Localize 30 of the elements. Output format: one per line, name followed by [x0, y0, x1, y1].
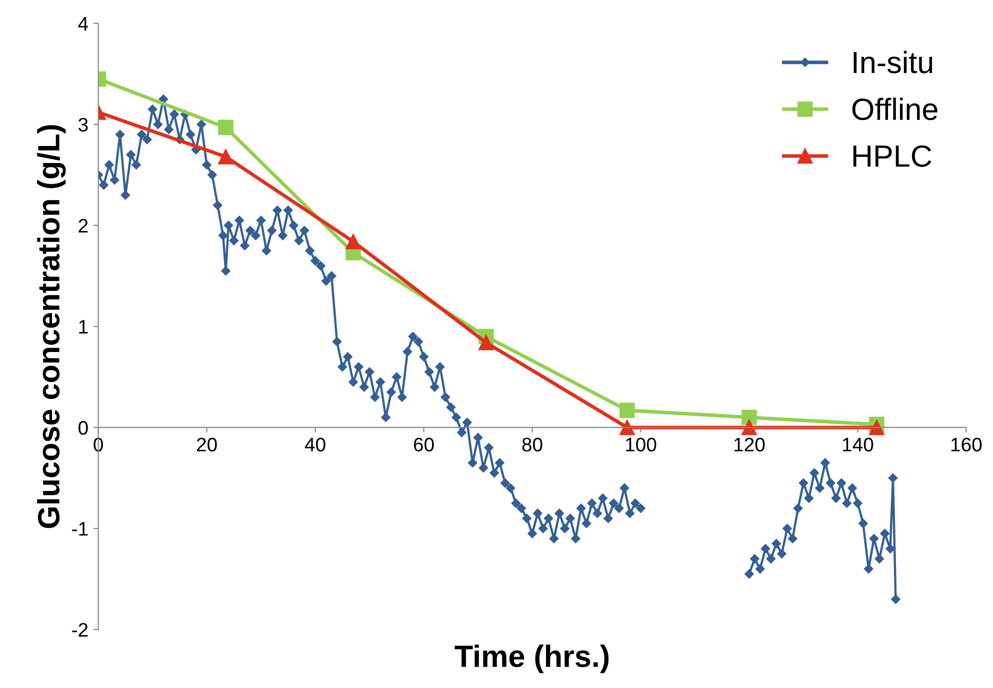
x-tick-label: 20: [196, 438, 217, 452]
y-tick-label: 4: [78, 17, 88, 30]
x-tick-label: 40: [304, 438, 326, 452]
point: [218, 149, 234, 164]
x-tick-label: 120: [734, 438, 765, 452]
point: [869, 420, 884, 436]
x-tick-label: 100: [626, 438, 656, 452]
point: [742, 410, 757, 426]
y-tick-label: 2: [78, 218, 88, 232]
y-tick-label: 1: [79, 320, 88, 334]
point: [218, 120, 234, 136]
x-tick-label: 0: [94, 438, 103, 452]
legend-label: HPLC: [853, 145, 932, 167]
x-tick-label: 140: [842, 438, 874, 452]
point: [620, 420, 635, 436]
x-axis-title: Time (hrs.): [454, 644, 609, 674]
point: [742, 420, 757, 436]
x-tick-label: 160: [951, 438, 982, 452]
y-axis-title: Glucose concentration (g/L): [37, 125, 66, 528]
x-tick-label: 60: [414, 438, 434, 452]
y-tick-label: 3: [78, 118, 88, 132]
legend-label: In-situ: [854, 50, 932, 74]
point: [346, 234, 361, 250]
y-tick-label: -2: [72, 622, 88, 637]
y-tick-label: 0: [78, 420, 88, 435]
point: [620, 402, 635, 418]
legend-label: Offline: [852, 98, 938, 120]
point: [478, 334, 494, 350]
x-tick-label: 80: [522, 438, 542, 452]
y-tick-label: -1: [72, 522, 88, 536]
